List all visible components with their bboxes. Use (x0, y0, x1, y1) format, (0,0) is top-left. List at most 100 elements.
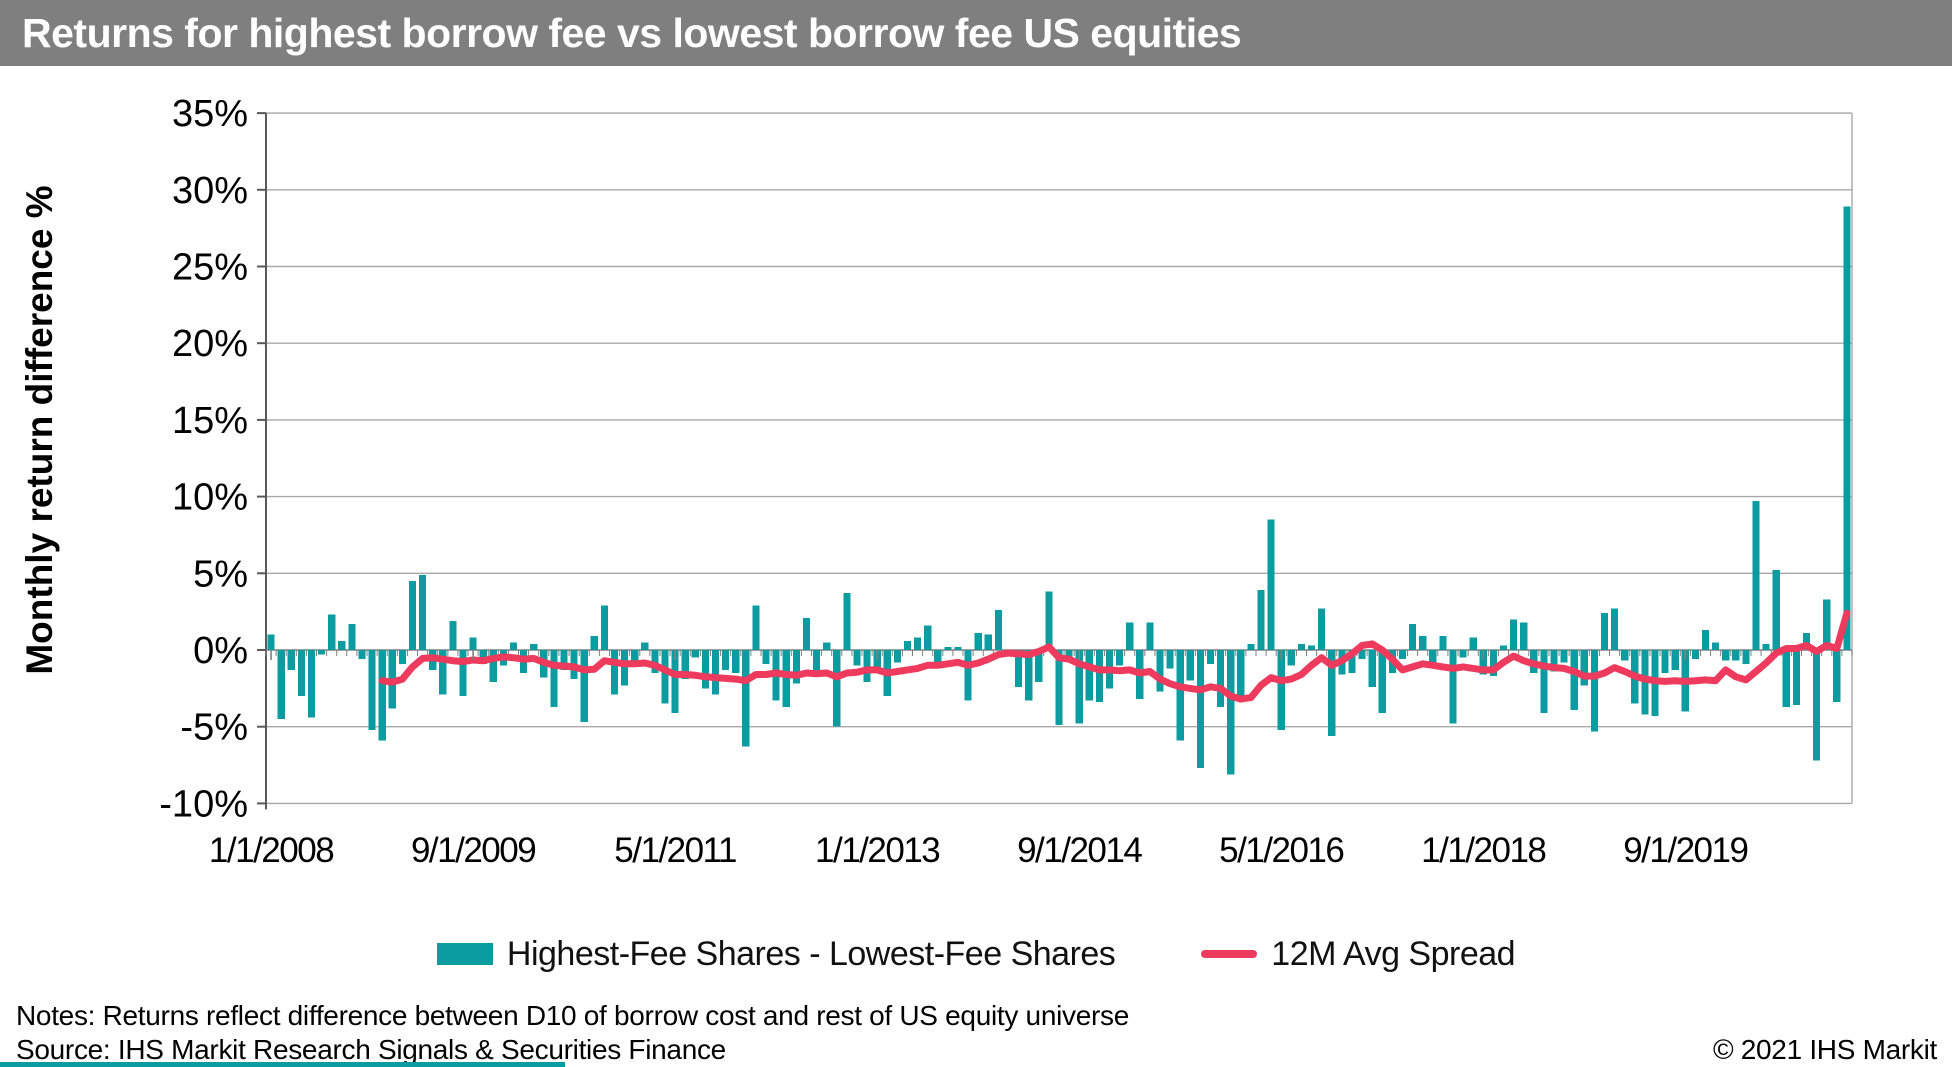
y-tick-label: -5% (180, 707, 248, 749)
bar-month-11 (378, 650, 386, 741)
x-tick-label: 9/1/2014 (1017, 831, 1142, 870)
bar-month-81 (1085, 650, 1093, 701)
bar-month-129 (1570, 650, 1578, 710)
bar-month-112 (1398, 650, 1407, 660)
bar-month-15 (418, 574, 427, 650)
bar-month-67 (944, 646, 952, 650)
x-tick-label: 9/1/2019 (1623, 831, 1747, 870)
bar-month-14 (408, 580, 417, 650)
bar-month-153 (1813, 650, 1821, 761)
bar-month-10 (368, 650, 376, 730)
bar-month-130 (1580, 650, 1588, 686)
bar-month-13 (398, 650, 406, 664)
bar-month-49 (762, 650, 770, 664)
bar-month-7 (338, 640, 346, 650)
bar-month-52 (792, 650, 800, 684)
bar-month-69 (964, 650, 972, 701)
bar-month-31 (580, 650, 588, 723)
bar-month-58 (853, 650, 861, 666)
bar-month-53 (802, 617, 811, 650)
bar-month-8 (348, 623, 356, 650)
bar-month-110 (1378, 650, 1386, 713)
bar-month-72 (994, 610, 1002, 650)
y-tick-label: 30% (172, 170, 248, 212)
bar-month-152 (1802, 633, 1811, 650)
bar-month-43 (701, 650, 710, 689)
bar-month-82 (1095, 650, 1104, 703)
bar-month-102 (1297, 643, 1306, 650)
footer-notes: Notes: Returns reflect difference betwee… (16, 1000, 1129, 1031)
bar-month-46 (732, 650, 740, 674)
bottom-accent-bar (0, 1062, 565, 1067)
bar-month-29 (560, 650, 568, 670)
bar-series-label: Highest-Fee Shares - Lowest-Fee Shares (506, 934, 1116, 973)
y-tick-label: 35% (172, 93, 248, 135)
bar-month-90 (1176, 650, 1184, 741)
bar-month-142 (1701, 630, 1710, 650)
bar-month-6 (328, 614, 336, 650)
x-tick-label: 5/1/2011 (614, 831, 736, 870)
bar-month-35 (621, 650, 629, 686)
bar-month-62 (893, 650, 901, 663)
bar-month-56 (833, 650, 841, 727)
bar-month-77 (1045, 591, 1053, 650)
bar-month-141 (1691, 650, 1700, 660)
bar-month-70 (974, 633, 982, 650)
bar-month-33 (600, 605, 609, 650)
bar-month-105 (1328, 650, 1336, 736)
y-axis-title: Monthly return difference % (19, 185, 60, 674)
bar-month-109 (1368, 650, 1376, 687)
bar-month-146 (1742, 650, 1750, 664)
bar-month-17 (439, 650, 447, 695)
bar-month-143 (1712, 642, 1720, 650)
bar-month-98 (1257, 590, 1265, 650)
legend-item-line: 12M Avg Spread (1201, 935, 1516, 974)
line-series-swatch (1201, 950, 1258, 958)
bar-month-21 (479, 650, 487, 664)
bar-month-3 (297, 650, 305, 697)
bar-month-139 (1671, 650, 1679, 670)
bar-month-127 (1550, 650, 1558, 672)
y-tick-label: 5% (193, 553, 248, 595)
bar-month-116 (1439, 636, 1447, 650)
bar-month-99 (1267, 519, 1275, 650)
bar-month-118 (1459, 650, 1467, 658)
bar-month-63 (903, 640, 912, 650)
y-tick-label: 0% (193, 630, 248, 672)
y-tick-label: -10% (159, 783, 248, 825)
bar-month-150 (1782, 650, 1790, 707)
x-tick-label: 1/1/2013 (815, 831, 939, 870)
bar-month-79 (1065, 650, 1073, 661)
bar-month-117 (1449, 650, 1457, 724)
bar-month-121 (1489, 650, 1497, 677)
x-tick-label: 9/1/2009 (411, 831, 535, 870)
bar-month-57 (843, 593, 851, 650)
bar-month-41 (681, 650, 689, 680)
bar-month-96 (1237, 650, 1245, 700)
bar-month-119 (1469, 637, 1477, 650)
bar-month-39 (661, 650, 669, 704)
bar-month-89 (1166, 650, 1174, 669)
bar-month-103 (1307, 645, 1316, 650)
bar-month-9 (358, 650, 366, 660)
bar-month-54 (812, 650, 821, 675)
footer-source: Source: IHS Markit Research Signals & Se… (16, 1034, 726, 1065)
legend-item-bars: Highest-Fee Shares - Lowest-Fee Shares (436, 934, 1116, 974)
bar-month-40 (671, 650, 679, 713)
bar-month-1 (277, 650, 285, 720)
y-tick-label: 15% (172, 400, 248, 442)
bar-month-74 (1014, 650, 1023, 687)
bar-month-95 (1227, 650, 1235, 775)
bar-month-128 (1560, 650, 1568, 663)
bar-month-51 (782, 650, 790, 707)
bar-month-148 (1762, 643, 1770, 650)
bar-month-44 (711, 650, 720, 695)
bar-month-19 (459, 650, 467, 697)
bar-month-42 (691, 650, 699, 658)
bar-month-59 (863, 650, 871, 683)
bar-month-155 (1833, 650, 1841, 703)
x-tick-label: 1/1/2018 (1421, 831, 1545, 870)
page-title: Returns for highest borrow fee vs lowest… (22, 9, 1242, 56)
bar-month-28 (550, 650, 558, 707)
